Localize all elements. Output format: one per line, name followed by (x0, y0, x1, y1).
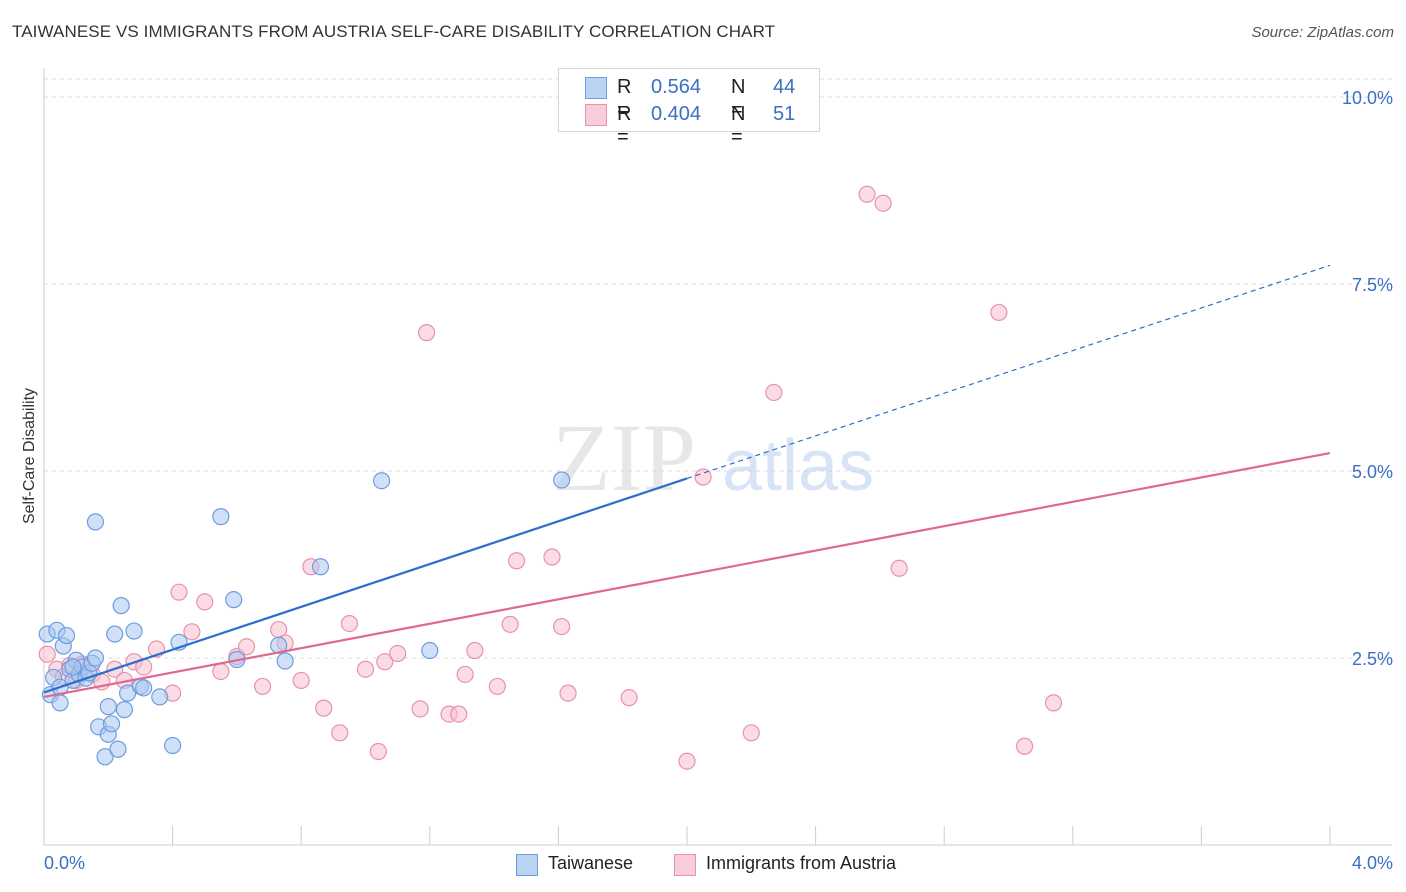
data-point-austria (417, 324, 436, 342)
axes (43, 68, 1392, 846)
trend-line-taiwanese (43, 477, 688, 694)
data-point-austria (508, 552, 526, 570)
legend-swatch-blue (516, 854, 538, 876)
data-point-taiwanese (99, 698, 117, 716)
data-point-austria (678, 752, 696, 770)
data-point-taiwanese (125, 622, 143, 640)
data-point-taiwanese (86, 649, 105, 667)
data-point-taiwanese (109, 740, 127, 758)
data-point-austria (237, 638, 256, 656)
data-point-austria (765, 383, 783, 402)
x-tick-label: 0.0% (44, 853, 85, 873)
data-point-austria (170, 583, 188, 601)
data-point-taiwanese (164, 736, 182, 755)
legend-swatch-blue (585, 77, 607, 99)
legend-n-value: 44 (773, 76, 796, 98)
data-point-taiwanese (106, 625, 124, 643)
data-point-austria (254, 677, 272, 696)
y-tick-label: 10.0% (1342, 88, 1393, 108)
data-point-austria (196, 593, 214, 611)
series-taiwanese (38, 471, 571, 766)
chart-title: TAIWANESE VS IMMIGRANTS FROM AUSTRIA SEL… (12, 22, 776, 41)
legend-r-value: 0.564 (651, 76, 702, 98)
data-point-austria (858, 185, 876, 203)
data-point-austria (559, 684, 577, 702)
data-point-austria (376, 653, 394, 671)
data-point-austria (543, 548, 561, 566)
data-point-austria (356, 660, 375, 678)
legend-label: Taiwanese (548, 853, 634, 873)
data-point-taiwanese (57, 626, 76, 645)
x-tick-label: 4.0% (1352, 853, 1393, 873)
data-point-austria (620, 689, 638, 707)
data-point-taiwanese (421, 641, 439, 660)
legend-n-label: N = (731, 76, 746, 121)
data-point-taiwanese (151, 688, 169, 706)
data-point-austria (890, 559, 908, 577)
data-point-austria (315, 699, 333, 717)
y-tick-label: 7.5% (1352, 275, 1393, 295)
data-point-taiwanese (86, 513, 105, 531)
data-point-taiwanese (212, 508, 230, 526)
watermark-atlas: atlas (722, 426, 874, 506)
data-point-taiwanese (51, 694, 69, 712)
data-point-taiwanese (115, 701, 133, 719)
tick-labels: 2.5% 5.0% 7.5% 10.0% 0.0% 4.0% (44, 88, 1393, 873)
data-point-taiwanese (276, 652, 294, 670)
data-point-austria (1044, 694, 1063, 712)
data-point-austria (38, 645, 56, 663)
trend-line-austria (43, 451, 1331, 698)
data-point-austria (212, 662, 230, 681)
legend-swatch-pink (585, 104, 607, 126)
data-point-taiwanese (64, 658, 82, 676)
data-point-austria (501, 615, 519, 633)
data-point-austria (389, 644, 407, 663)
data-point-taiwanese (102, 715, 121, 733)
data-point-taiwanese (135, 679, 153, 697)
data-point-austria (450, 705, 468, 723)
data-point-austria (553, 617, 571, 636)
data-point-taiwanese (372, 472, 391, 490)
y-tick-label: 2.5% (1352, 649, 1393, 669)
source-label: Source: ZipAtlas.com (1251, 24, 1394, 41)
data-point-austria (990, 303, 1008, 322)
data-point-austria (466, 641, 484, 660)
data-point-austria (456, 665, 474, 684)
watermark-zip: ZIP (552, 404, 696, 511)
data-point-taiwanese (112, 597, 130, 615)
legend-n-value: 51 (773, 103, 796, 125)
trend-lines (43, 264, 1331, 698)
data-point-taiwanese (96, 748, 114, 766)
data-point-austria (183, 623, 201, 641)
data-point-austria (694, 468, 712, 486)
correlation-legend: R = 0.564 N = 44 R = 0.404 N = 51 (558, 68, 820, 148)
data-point-austria (340, 614, 359, 633)
y-tick-label: 5.0% (1352, 462, 1393, 482)
watermark: ZIP atlas (552, 404, 874, 511)
legend-r-label: R = (617, 103, 632, 148)
legend-r-label: R = (617, 76, 632, 121)
data-point-austria (411, 700, 429, 718)
data-point-taiwanese (553, 471, 571, 489)
data-point-austria (742, 724, 760, 742)
data-point-austria (1015, 737, 1034, 755)
data-point-austria (488, 677, 506, 696)
trend-line-taiwanese-extension (686, 264, 1331, 480)
data-point-taiwanese (311, 558, 330, 576)
gridlines (44, 78, 1392, 659)
data-point-taiwanese (225, 591, 243, 609)
legend-r-value: 0.404 (651, 103, 702, 125)
data-point-austria (874, 194, 892, 212)
legend-label: Immigrants from Austria (706, 853, 897, 873)
series-immigrants-from-austria (38, 185, 1063, 770)
y-axis-label: Self-Care Disability (21, 388, 38, 524)
legend-swatch-pink (674, 854, 696, 876)
data-point-austria (369, 742, 387, 761)
legend-n-label: N = (731, 103, 746, 148)
data-point-austria (331, 724, 349, 742)
data-point-austria (292, 671, 310, 690)
